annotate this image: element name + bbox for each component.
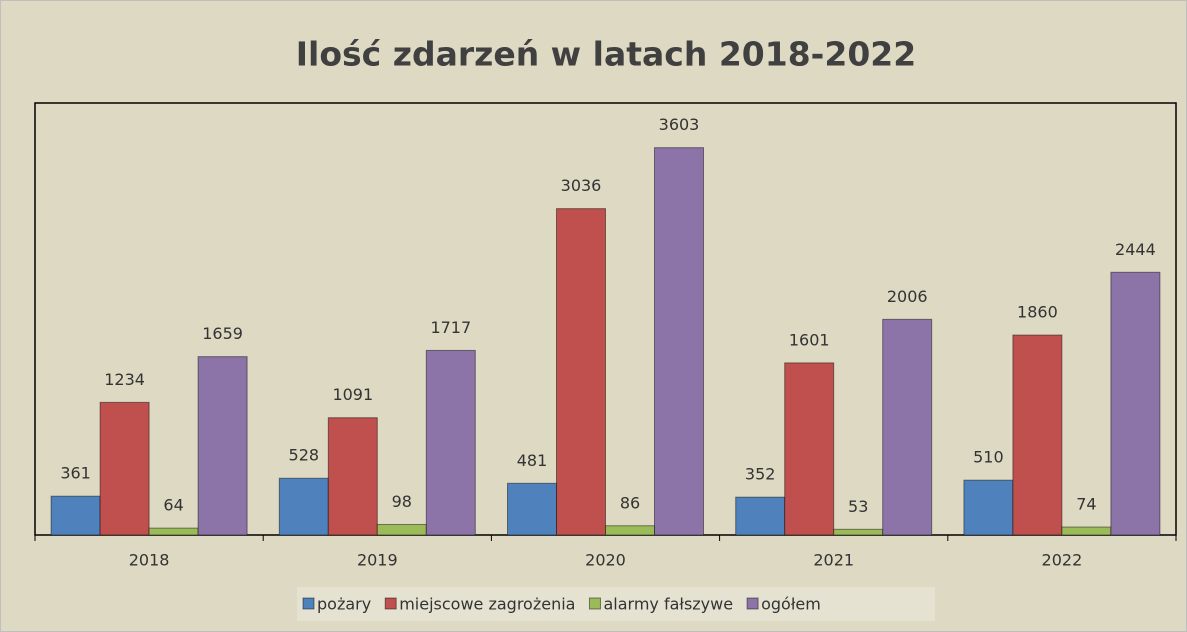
x-tick-label: 2022 [1042, 551, 1083, 570]
data-label: 74 [1076, 495, 1096, 514]
bar [425, 349, 476, 536]
data-label: 1234 [104, 370, 145, 389]
bar [1012, 334, 1063, 536]
data-label: 1659 [202, 324, 243, 343]
legend-label: miejscowe zagrożenia [399, 595, 575, 614]
bar [327, 417, 378, 536]
legend-marker [384, 597, 397, 610]
bar [50, 495, 101, 536]
bar [963, 479, 1014, 536]
legend-label: alarmy fałszywe [603, 595, 733, 614]
data-label: 2006 [887, 287, 928, 306]
x-tick-label: 2018 [129, 551, 170, 570]
bar [148, 527, 199, 536]
data-label: 510 [973, 448, 1004, 467]
bar [882, 318, 933, 536]
legend-box [297, 587, 935, 621]
data-label: 86 [620, 493, 640, 512]
data-label: 481 [517, 451, 548, 470]
x-tick-label: 2020 [585, 551, 626, 570]
legend-label: ogółem [761, 595, 821, 614]
data-label: 64 [163, 496, 183, 515]
bar [1110, 271, 1161, 536]
bar [507, 482, 557, 536]
bar [784, 362, 835, 536]
chart-title: Ilość zdarzeń w latach 2018-2022 [296, 35, 916, 74]
bar [833, 528, 884, 536]
legend-label: pożary [317, 595, 371, 614]
bar [735, 496, 786, 536]
data-label: 352 [745, 465, 776, 484]
data-label: 1091 [332, 385, 373, 404]
x-tick-label: 2021 [813, 551, 854, 570]
data-label: 53 [848, 497, 868, 516]
bar [197, 356, 248, 536]
data-label: 2444 [1115, 240, 1156, 259]
bar [654, 147, 704, 536]
bar [99, 401, 150, 536]
bar [556, 208, 606, 536]
data-label: 528 [289, 446, 320, 465]
legend-marker [588, 597, 601, 610]
bar [1061, 526, 1112, 536]
data-label: 1601 [789, 330, 830, 349]
bar [605, 525, 655, 536]
data-label: 361 [60, 464, 91, 483]
bar [376, 523, 427, 536]
legend-marker [302, 597, 315, 610]
data-label: 98 [392, 492, 412, 511]
data-label: 3036 [561, 176, 602, 195]
data-label: 1860 [1017, 303, 1058, 322]
data-label: 1717 [430, 318, 471, 337]
x-tick-label: 2019 [357, 551, 398, 570]
bar [278, 477, 329, 536]
legend-marker [746, 597, 759, 610]
data-label: 3603 [659, 115, 700, 134]
